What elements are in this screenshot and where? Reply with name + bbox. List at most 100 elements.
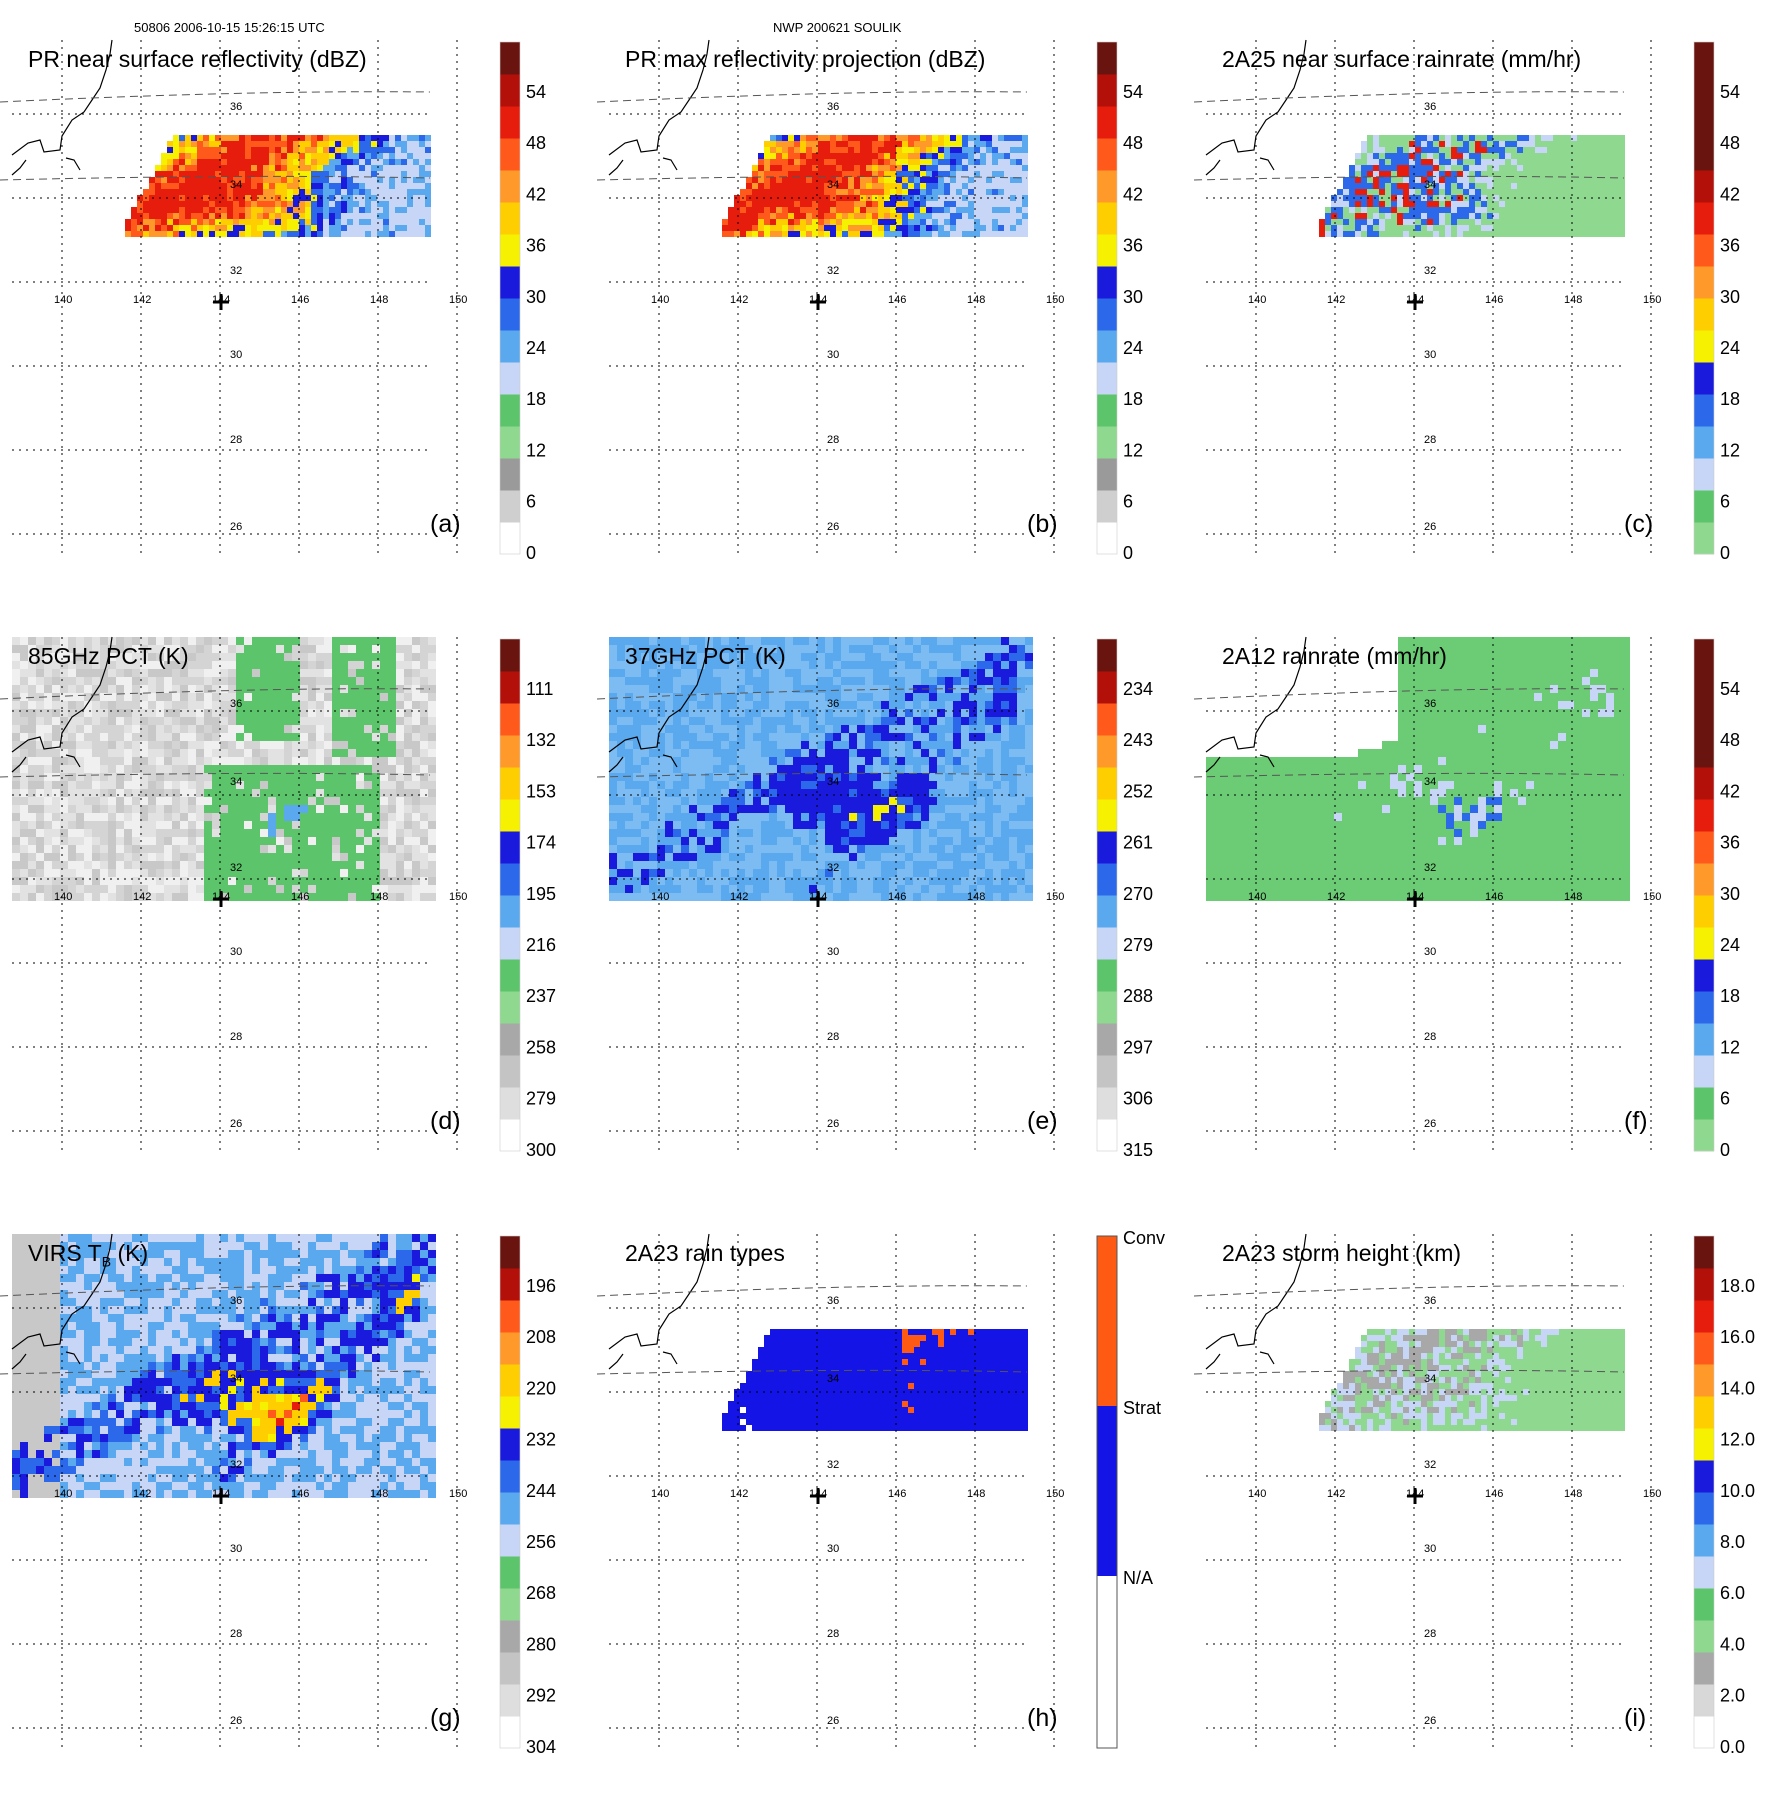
panel-label: (b) xyxy=(1027,510,1058,539)
colorbar-tick-label: 12 xyxy=(1720,440,1740,460)
colorbar-tick-label: 54 xyxy=(1720,82,1740,102)
panel-title-text: VIRS T xyxy=(28,1240,102,1266)
colorbar-tick-label: 48 xyxy=(526,133,546,153)
lon-tick-label: 150 xyxy=(1643,891,1661,903)
lon-tick-label: 148 xyxy=(370,891,388,903)
lat-tick-label: 36 xyxy=(230,698,242,710)
panel-label: (a) xyxy=(430,510,461,539)
colorbar-tick-label: 256 xyxy=(526,1532,556,1552)
panel-a: 1401421441461481503634323028265448423630… xyxy=(0,40,560,600)
colorbar-tick-label: 24 xyxy=(1720,338,1740,358)
lon-tick-label: 140 xyxy=(651,294,669,306)
colorbar-tick-label: 258 xyxy=(526,1037,556,1057)
colorbar-tick-label: 0 xyxy=(1720,543,1730,563)
colorbar-tick-label: 42 xyxy=(526,184,546,204)
lon-tick-label: 146 xyxy=(1485,891,1503,903)
colorbar-tick-label: 292 xyxy=(526,1686,556,1706)
colorbar-tick-label: 261 xyxy=(1123,833,1153,853)
lat-tick-label: 30 xyxy=(827,946,839,958)
lat-tick-label: 32 xyxy=(230,265,242,277)
colorbar-tick-label: 0 xyxy=(526,543,536,563)
lat-tick-label: 36 xyxy=(827,698,839,710)
lat-tick-label: 28 xyxy=(827,1628,839,1640)
colorbar-tick-label: 48 xyxy=(1720,133,1740,153)
colorbar-tick-label: 270 xyxy=(1123,884,1153,904)
panel-label: (h) xyxy=(1027,1704,1058,1733)
colorbar-tick-label: 237 xyxy=(526,986,556,1006)
lat-tick-label: 28 xyxy=(1424,434,1436,446)
colorbar-tick-label: 300 xyxy=(526,1140,556,1160)
panel-map-b: 1401421441461481503634323028265448423630… xyxy=(597,40,1157,600)
lat-tick-label: 28 xyxy=(1424,1031,1436,1043)
lon-tick-label: 150 xyxy=(1643,1488,1661,1500)
swath-image xyxy=(125,135,431,237)
lat-tick-label: 36 xyxy=(1424,698,1436,710)
lat-tick-label: 34 xyxy=(230,776,242,788)
lat-tick-label: 30 xyxy=(827,1543,839,1555)
colorbar-tick-label: 42 xyxy=(1720,781,1740,801)
panel-map-c: 1401421441461481503634323028265448423630… xyxy=(1194,40,1754,600)
colorbar-tick-label: 48 xyxy=(1720,730,1740,750)
colorbar-category-label: N/A xyxy=(1123,1568,1153,1588)
lat-tick-label: 32 xyxy=(230,862,242,874)
lon-tick-label: 146 xyxy=(291,294,309,306)
lat-tick-label: 28 xyxy=(230,1031,242,1043)
lat-tick-label: 36 xyxy=(230,1295,242,1307)
lon-tick-label: 142 xyxy=(1327,1488,1345,1500)
colorbar-tick-label: 14.0 xyxy=(1720,1378,1755,1398)
colorbar-tick-label: 174 xyxy=(526,833,556,853)
lat-tick-label: 26 xyxy=(1424,1715,1436,1727)
lat-tick-label: 36 xyxy=(230,101,242,113)
colorbar-tick-label: 12 xyxy=(526,440,546,460)
colorbar-tick-label: 111 xyxy=(526,679,553,699)
lon-tick-label: 148 xyxy=(1564,294,1582,306)
lat-tick-label: 32 xyxy=(1424,862,1436,874)
colorbar-tick-label: 252 xyxy=(1123,781,1153,801)
lon-tick-label: 148 xyxy=(1564,891,1582,903)
lon-tick-label: 142 xyxy=(730,294,748,306)
panel-title-text: 2A12 rainrate (mm/hr) xyxy=(1222,643,1447,669)
lat-tick-label: 32 xyxy=(827,1459,839,1471)
swath-image xyxy=(1206,637,1630,901)
lon-tick-label: 146 xyxy=(291,891,309,903)
panel-label: (f) xyxy=(1624,1107,1648,1136)
colorbar-tick-label: 4.0 xyxy=(1720,1634,1745,1654)
lat-tick-label: 34 xyxy=(230,179,242,191)
panel-b: 1401421441461481503634323028265448423630… xyxy=(597,40,1157,600)
colorbar-tick-label: 6 xyxy=(1720,492,1730,512)
colorbar-tick-label: 18 xyxy=(1720,986,1740,1006)
lon-tick-label: 150 xyxy=(449,891,467,903)
colorbar-tick-label: 42 xyxy=(1123,184,1143,204)
colorbar-tick-label: 234 xyxy=(1123,679,1153,699)
lon-tick-label: 140 xyxy=(54,891,72,903)
panel-label: (i) xyxy=(1624,1704,1646,1733)
lat-tick-label: 28 xyxy=(827,1031,839,1043)
lat-tick-label: 32 xyxy=(827,265,839,277)
colorbar-tick-label: 54 xyxy=(1123,82,1143,102)
panel-title-unit: (K) xyxy=(111,1240,148,1266)
colorbar-tick-label: 24 xyxy=(1123,338,1143,358)
lat-tick-label: 26 xyxy=(827,1715,839,1727)
panel-title: 2A23 rain types xyxy=(625,1240,785,1267)
colorbar-tick-label: 306 xyxy=(1123,1089,1153,1109)
orbit-time-header: 50806 2006-10-15 15:26:15 UTC xyxy=(134,20,325,35)
lon-tick-label: 142 xyxy=(133,294,151,306)
lon-tick-label: 150 xyxy=(1046,294,1064,306)
lat-tick-label: 28 xyxy=(827,434,839,446)
colorbar-tick-label: 6 xyxy=(1123,492,1133,512)
colorbar-tick-label: 18 xyxy=(1123,389,1143,409)
colorbar-tick-label: 36 xyxy=(1720,236,1740,256)
colorbar-tick-label: 8.0 xyxy=(1720,1532,1745,1552)
panel-title-text: 85GHz PCT (K) xyxy=(28,643,189,669)
lat-tick-label: 30 xyxy=(1424,1543,1436,1555)
panel-label: (c) xyxy=(1624,510,1653,539)
colorbar-tick-label: 288 xyxy=(1123,986,1153,1006)
lat-tick-label: 34 xyxy=(1424,1373,1436,1385)
colorbar-tick-label: 232 xyxy=(526,1430,556,1450)
colorbar-tick-label: 315 xyxy=(1123,1140,1153,1160)
